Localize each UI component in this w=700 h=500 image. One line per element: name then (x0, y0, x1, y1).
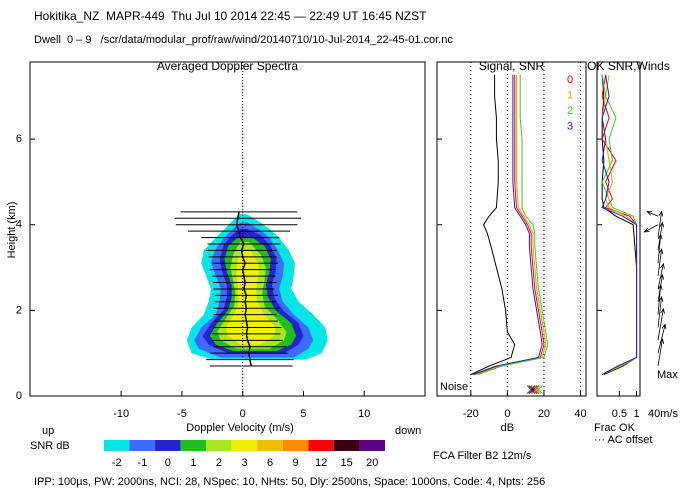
x-tick-label: 5 (300, 408, 306, 420)
wind-vector (646, 211, 659, 217)
header-file: Dwell 0 – 9 /scr/data/modular_prof/raw/w… (34, 34, 453, 46)
legend-label: 1 (567, 89, 573, 101)
colorbar-tick-label: 15 (341, 457, 353, 469)
panel-title: OK SNR,Winds (587, 59, 670, 73)
colorbar-swatch (155, 440, 181, 451)
x-tick-label: -20 (463, 408, 479, 420)
up-label: up (42, 425, 54, 437)
snr-line (476, 74, 547, 376)
y-tick-label: 0 (16, 390, 22, 402)
header-station: Hokitika_NZ MAPR-449 Thu Jul 10 2014 22:… (34, 9, 427, 23)
wind-vector (657, 323, 667, 354)
mean-velocity-line (235, 211, 252, 367)
x-tick-label: -10 (113, 408, 129, 420)
colorbar-tick-label: 0 (165, 457, 171, 469)
ac-offset-note: ··· AC offset (594, 434, 652, 446)
x-tick-label: 10 (358, 408, 370, 420)
x-tick-label: 1 (633, 408, 639, 420)
colorbar-tick-label: 2 (216, 457, 222, 469)
colorbar-swatch (104, 440, 130, 451)
legend-label: 0 (567, 74, 573, 86)
x-tick-label: 40 (574, 408, 586, 420)
noise-marker (530, 385, 540, 394)
colorbar-tick-label: -2 (112, 457, 122, 469)
colorbar-tick-label: 1 (190, 457, 196, 469)
noise-marker (526, 385, 536, 394)
colorbar-tick-label: 6 (267, 457, 273, 469)
colorbar-swatch (333, 440, 360, 451)
panel-title: Averaged Doppler Spectra (157, 59, 299, 73)
snr-line (477, 74, 549, 376)
x-tick-label: 0 (240, 408, 246, 420)
wind-vector (657, 221, 665, 251)
x-tick-label: 0 (504, 408, 510, 420)
snr-line (470, 74, 516, 376)
colorbar-swatch (231, 440, 258, 451)
y-tick-label: 2 (16, 304, 22, 316)
colorbar-swatch (257, 440, 283, 451)
wind-vector (643, 224, 659, 233)
frac-ok-line (601, 74, 638, 376)
frac-frame (596, 61, 641, 397)
y-tick-label: 6 (16, 133, 22, 145)
wind-vector (657, 307, 665, 341)
noise-label: Noise (440, 381, 468, 393)
colorbar-swatch (129, 440, 156, 451)
colorbar-label: SNR dB (30, 440, 70, 452)
x-axis-label: Frac OK (594, 422, 636, 434)
spectra-frame (29, 61, 426, 397)
y-axis-label: Height (km) (6, 202, 18, 259)
legend-label: 2 (567, 105, 573, 117)
wind-max-label: Max (657, 369, 678, 381)
y-tick-label: 4 (16, 219, 22, 231)
colorbar-tick-label: 3 (241, 457, 247, 469)
x-axis-label: dB (501, 422, 514, 434)
wind-scale-label: 40m/s (648, 408, 678, 420)
snr-line (472, 74, 543, 376)
x-tick-label: 20 (538, 408, 550, 420)
wind-vector (657, 262, 665, 290)
noise-marker (534, 385, 543, 394)
colorbar-swatch (180, 440, 207, 451)
wind-vector (657, 210, 664, 238)
colorbar-swatch (282, 440, 309, 451)
colorbar-swatch (308, 440, 334, 451)
colorbar-tick-label: 9 (293, 457, 299, 469)
panel-title: Signal, SNR (479, 59, 545, 73)
filter-note: FCA Filter B2 12m/s (433, 450, 532, 462)
colorbar-swatch (206, 440, 232, 451)
x-axis-label: Doppler Velocity (m/s) (186, 422, 294, 434)
colorbar-tick-label: 20 (366, 457, 378, 469)
x-tick-label: 0.5 (612, 408, 627, 420)
signal-frame (436, 61, 587, 397)
colorbar-tick-label: 12 (315, 457, 327, 469)
colorbar-tick-label: -1 (137, 457, 147, 469)
legend-label: 3 (567, 120, 573, 132)
x-tick-label: -5 (177, 408, 187, 420)
wind-vector (657, 295, 664, 328)
footer: IPP: 100µs, PW: 2000ns, NCI: 28, NSpec: … (34, 476, 545, 488)
down-label: down (395, 425, 421, 437)
wind-vector (657, 248, 664, 277)
snr-line (474, 74, 545, 376)
colorbar-swatch (359, 440, 385, 451)
